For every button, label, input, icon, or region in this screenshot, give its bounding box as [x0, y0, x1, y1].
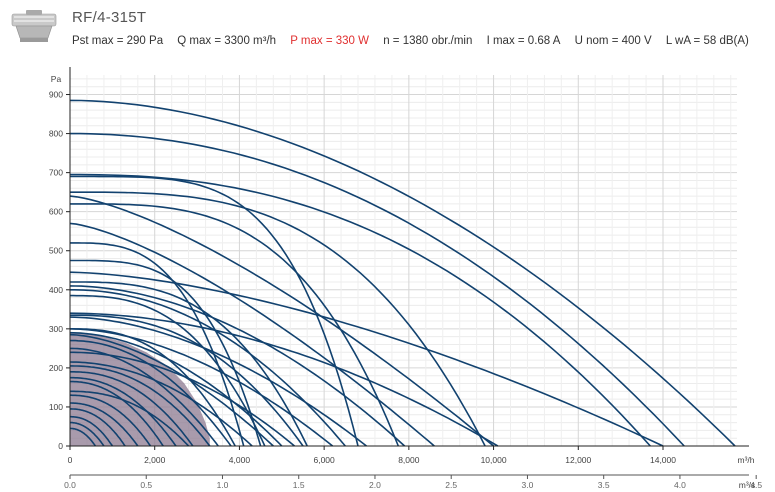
y-tick-label: 400	[49, 285, 63, 295]
x2-tick-label: 4.0	[674, 480, 686, 490]
curve-group	[69, 99, 736, 447]
fan-curve-11	[70, 289, 346, 447]
fan-curve-2	[70, 132, 685, 447]
y-tick-label: 600	[49, 207, 63, 217]
y-tick-label: 200	[49, 363, 63, 373]
tick-labels: 0 100 200 300 400 500 600 700 800 900 0 2,000 4,000 6…	[49, 74, 763, 490]
fan-curve-30	[70, 380, 164, 447]
x2-axis-unit: m³/s	[739, 480, 756, 490]
fan-curve-34	[70, 408, 126, 447]
x2-tick-label: 1.5	[293, 480, 305, 490]
x-tick-label: 8,000	[398, 455, 420, 465]
x2-tick-label: 2.5	[445, 480, 457, 490]
spec-p: P max = 330 W	[290, 35, 369, 47]
product-title: RF/4-315T	[72, 9, 147, 26]
fan-curve-28	[70, 371, 194, 447]
chart-axes	[66, 67, 757, 479]
fan-curve-13	[69, 316, 367, 447]
y-tick-label: 300	[49, 324, 63, 334]
fan-curve-27	[70, 365, 211, 447]
fan-curve-36	[70, 421, 105, 447]
spec-lwa: L wA = 58 dB(A)	[665, 35, 749, 47]
fan-curve-12	[69, 312, 499, 447]
fan-curve-18	[70, 281, 308, 447]
x-axis-unit: m³/h	[738, 455, 755, 465]
spec-q: Q max = 3300 m³/h	[177, 35, 277, 47]
x-tick-label: 12,000	[565, 455, 591, 465]
fan-curve-10	[69, 285, 406, 447]
x2-tick-label: 0.0	[64, 480, 76, 490]
x-tick-label: 4,000	[229, 455, 251, 465]
x-tick-label: 0	[68, 455, 73, 465]
fan-product-image	[11, 10, 57, 42]
spec-pst: Pst max = 290 Pa	[72, 35, 164, 47]
x2-tick-label: 3.5	[598, 480, 610, 490]
fan-curve-8	[70, 175, 359, 447]
fan-curve-4	[69, 195, 495, 447]
fan-curve-20	[70, 259, 262, 447]
working-region-area	[70, 332, 210, 446]
x2-tick-label: 4.5	[750, 480, 762, 490]
fan-curve-7	[70, 203, 400, 447]
x-tick-label: 14,000	[650, 455, 676, 465]
x2-tick-label: 2.0	[369, 480, 381, 490]
fan-curve-37	[70, 427, 97, 447]
working-region	[70, 332, 210, 446]
fan-curve-14	[69, 328, 334, 447]
x2-tick-label: 3.0	[522, 480, 534, 490]
fan-curve-25	[70, 351, 296, 447]
fan-curve-16	[69, 333, 274, 447]
y-tick-label: 100	[49, 402, 63, 412]
x-tick-label: 2,000	[144, 455, 166, 465]
spec-n: n = 1380 obr./min	[383, 35, 473, 47]
fan-curve-5	[69, 222, 435, 447]
y-tick-label: 0	[58, 441, 63, 451]
fan-curve-15	[69, 331, 283, 447]
fan-curve-17	[70, 242, 245, 447]
fan-curve-32	[70, 394, 152, 447]
y-tick-label: 800	[49, 129, 63, 139]
spec-i: I max = 0.68 A	[486, 35, 561, 47]
fan-curve-24	[70, 347, 219, 447]
fan-curve-31	[70, 390, 190, 447]
fan-curve-1	[69, 99, 736, 447]
x2-tick-label: 1.0	[217, 480, 229, 490]
fan-curve-35	[70, 415, 114, 447]
spec-u: U nom = 400 V	[574, 35, 652, 47]
chart-header: RF/4-315T Pst max = 290 Pa Q max = 3300 …	[0, 0, 775, 60]
fan-curve-21	[70, 294, 266, 447]
y-axis-unit: Pa	[51, 74, 62, 84]
fan-curve-33	[70, 402, 139, 447]
fan-curve-26	[69, 361, 253, 447]
fan-curve-23	[70, 339, 232, 447]
y-tick-label: 500	[49, 246, 63, 256]
fan-curve-9	[69, 271, 664, 447]
spec-line: Pst max = 290 Pa Q max = 3300 m³/h P max…	[72, 35, 760, 47]
fan-curve-22	[70, 328, 236, 447]
fan-curve-19	[70, 314, 304, 447]
x-tick-label: 10,000	[481, 455, 507, 465]
x2-tick-label: 0.5	[140, 480, 152, 490]
y-tick-label: 900	[49, 90, 63, 100]
fan-curve-6	[70, 191, 486, 447]
fan-curve-29	[70, 376, 177, 447]
x-tick-label: 6,000	[313, 455, 335, 465]
y-tick-label: 700	[49, 168, 63, 178]
